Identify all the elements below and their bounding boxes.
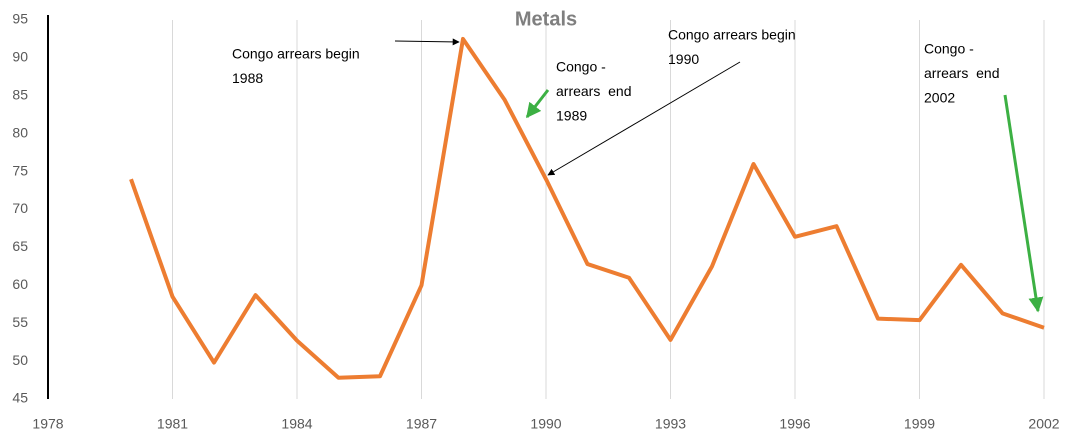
- y-tick-label: 75: [12, 162, 28, 178]
- annotation: Congo arrears begin: [668, 27, 796, 43]
- annotation: 1989: [556, 108, 587, 124]
- grid: [47, 20, 1045, 399]
- annotation: 1988: [232, 70, 263, 86]
- x-tick-label: 1987: [406, 416, 437, 432]
- annotation: 2002: [924, 90, 955, 106]
- y-tick-label: 80: [12, 124, 28, 140]
- x-tick-label: 1999: [904, 416, 935, 432]
- x-tick-label: 1984: [281, 416, 312, 432]
- annotation: Congo -: [924, 41, 974, 57]
- chart-title: Metals: [515, 8, 577, 30]
- x-tick-label: 1996: [779, 416, 810, 432]
- annotation: Congo -: [556, 59, 606, 75]
- data-line: [129, 36, 1045, 380]
- y-tick-label: 95: [12, 11, 28, 27]
- y-tick-label: 60: [12, 276, 28, 292]
- y-tick-label: 55: [12, 314, 28, 330]
- y-tick-label: 45: [12, 390, 28, 406]
- annotation: arrears end: [556, 83, 631, 99]
- y-tick-label: 70: [12, 200, 28, 216]
- x-tick-label: 2002: [1028, 416, 1059, 432]
- y-tick-label: 65: [12, 238, 28, 254]
- y-tick-label: 50: [12, 352, 28, 368]
- x-tick-label: 1981: [157, 416, 188, 432]
- annotation: 1990: [668, 51, 699, 67]
- y-tick-label: 85: [12, 87, 28, 103]
- arrow: [1003, 94, 1044, 313]
- x-tick-label: 1990: [530, 416, 561, 432]
- arrow: [547, 61, 741, 176]
- y-tick-label: 90: [12, 49, 28, 65]
- annotation: arrears end: [924, 65, 999, 81]
- arrow: [525, 89, 550, 119]
- annotation: Congo arrears begin: [232, 46, 360, 62]
- x-tick-label: 1978: [32, 416, 63, 432]
- x-tick-label: 1993: [655, 416, 686, 432]
- arrow: [394, 38, 460, 46]
